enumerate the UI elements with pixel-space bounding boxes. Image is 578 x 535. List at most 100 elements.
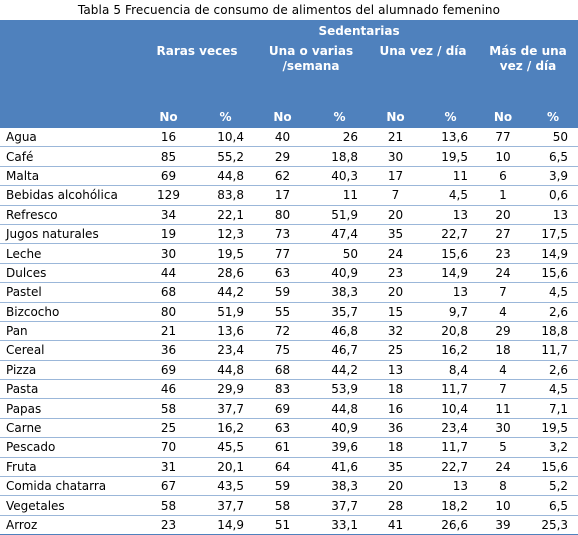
corner-header [0, 20, 140, 42]
count-cell: 59 [254, 476, 311, 497]
count-cell: 34 [140, 205, 197, 225]
percent-cell: 53,9 [311, 379, 368, 400]
percent-cell: 44,8 [197, 360, 254, 381]
percent-cell: 33,1 [311, 515, 368, 535]
food-name-cell: Pescado [0, 437, 140, 458]
percent-cell: 50 [311, 243, 368, 264]
table-row: Refresco 34 22,1 80 51,9 20 13 20 13 [0, 205, 578, 225]
count-cell: 67 [140, 476, 197, 497]
percent-cell: 13 [423, 282, 478, 303]
unit-header-pct: % [311, 106, 368, 128]
count-cell: 7 [478, 282, 528, 303]
food-name-cell: Bizcocho [0, 302, 140, 322]
food-name-cell: Dulces [0, 263, 140, 284]
count-cell: 69 [140, 166, 197, 187]
count-cell: 41 [368, 515, 423, 535]
percent-cell: 35,7 [311, 302, 368, 322]
count-cell: 1 [478, 185, 528, 206]
percent-cell: 15,6 [423, 243, 478, 264]
count-cell: 72 [254, 321, 311, 342]
count-cell: 35 [368, 457, 423, 478]
count-cell: 23 [368, 263, 423, 284]
count-cell: 30 [368, 146, 423, 167]
table-row: Malta 69 44,8 62 40,3 17 11 6 3,9 [0, 166, 578, 187]
food-name-cell: Pizza [0, 360, 140, 381]
group-header-mas-de-una: Más de una vez / día [478, 42, 578, 106]
unit-header-no: No [368, 106, 423, 128]
percent-cell: 18,8 [528, 321, 578, 342]
percent-cell: 15,6 [528, 263, 578, 284]
count-cell: 59 [254, 282, 311, 303]
table-row: Bizcocho 80 51,9 55 35,7 15 9,7 4 2,6 [0, 302, 578, 322]
count-cell: 51 [254, 515, 311, 535]
count-cell: 29 [254, 146, 311, 167]
percent-cell: 4,5 [423, 185, 478, 206]
percent-cell: 3,9 [528, 166, 578, 187]
count-cell: 30 [478, 418, 528, 439]
food-name-cell: Pasta [0, 379, 140, 400]
table-row: Cereal 36 23,4 75 46,7 25 16,2 18 11,7 [0, 340, 578, 361]
food-name-cell: Pastel [0, 282, 140, 303]
percent-cell: 13 [528, 205, 578, 225]
count-cell: 77 [478, 128, 528, 148]
count-cell: 85 [140, 146, 197, 167]
percent-cell: 38,3 [311, 282, 368, 303]
percent-cell: 23,4 [423, 418, 478, 439]
percent-cell: 51,9 [197, 302, 254, 322]
food-name-cell: Agua [0, 128, 140, 148]
percent-cell: 8,4 [423, 360, 478, 381]
percent-cell: 18,2 [423, 495, 478, 516]
corner-header-3 [0, 106, 140, 128]
count-cell: 20 [368, 282, 423, 303]
table-row: Café 85 55,2 29 18,8 30 19,5 10 6,5 [0, 146, 578, 167]
percent-cell: 44,2 [311, 360, 368, 381]
food-name-cell: Arroz [0, 515, 140, 535]
count-cell: 68 [254, 360, 311, 381]
group-header-raras-veces: Raras veces [140, 42, 254, 106]
food-name-cell: Malta [0, 166, 140, 187]
percent-cell: 9,7 [423, 302, 478, 322]
count-cell: 17 [368, 166, 423, 187]
unit-header-no: No [478, 106, 528, 128]
percent-cell: 18,8 [311, 146, 368, 167]
percent-cell: 25,3 [528, 515, 578, 535]
table-row: Fruta 31 20,1 64 41,6 35 22,7 24 15,6 [0, 457, 578, 478]
percent-cell: 7,1 [528, 398, 578, 419]
count-cell: 15 [368, 302, 423, 322]
percent-cell: 19,5 [423, 146, 478, 167]
percent-cell: 15,6 [528, 457, 578, 478]
percent-cell: 12,3 [197, 224, 254, 245]
percent-cell: 19,5 [528, 418, 578, 439]
percent-cell: 14,9 [528, 243, 578, 264]
count-cell: 64 [254, 457, 311, 478]
count-cell: 4 [478, 302, 528, 322]
percent-cell: 40,9 [311, 263, 368, 284]
unit-header-pct: % [528, 106, 578, 128]
food-name-cell: Fruta [0, 457, 140, 478]
count-cell: 70 [140, 437, 197, 458]
table-body: Agua 16 10,4 40 26 21 13,6 77 50 Café 85 55,2 29 18,8… [0, 128, 578, 535]
percent-cell: 10,4 [197, 128, 254, 148]
count-cell: 36 [140, 340, 197, 361]
count-cell: 25 [140, 418, 197, 439]
table-row: Pescado 70 45,5 61 39,6 18 11,7 5 3,2 [0, 437, 578, 458]
unit-header-pct: % [197, 106, 254, 128]
food-name-cell: Papas [0, 398, 140, 419]
percent-cell: 13 [423, 476, 478, 497]
percent-cell: 13 [423, 205, 478, 225]
percent-cell: 44,2 [197, 282, 254, 303]
count-cell: 80 [254, 205, 311, 225]
count-cell: 24 [478, 263, 528, 284]
count-cell: 20 [478, 205, 528, 225]
count-cell: 28 [368, 495, 423, 516]
percent-cell: 11,7 [423, 437, 478, 458]
count-cell: 13 [368, 360, 423, 381]
count-cell: 21 [368, 128, 423, 148]
percent-cell: 10,4 [423, 398, 478, 419]
table-row: Dulces 44 28,6 63 40,9 23 14,9 24 15,6 [0, 263, 578, 284]
percent-cell: 83,8 [197, 185, 254, 206]
count-cell: 23 [140, 515, 197, 535]
food-name-cell: Carne [0, 418, 140, 439]
count-cell: 4 [478, 360, 528, 381]
percent-cell: 37,7 [311, 495, 368, 516]
